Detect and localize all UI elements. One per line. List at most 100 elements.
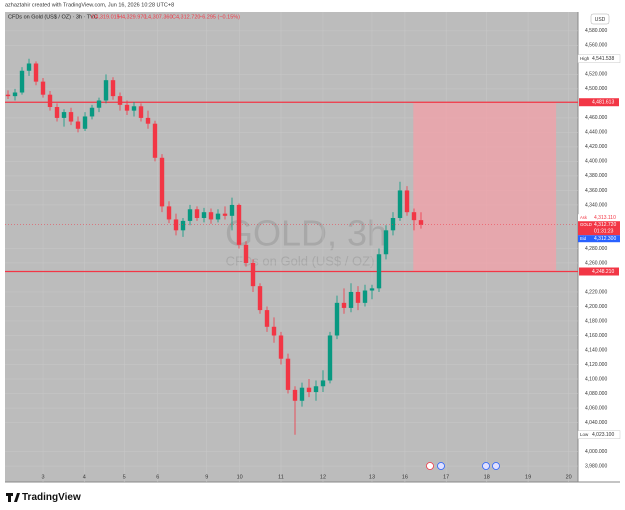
y-tick-label: 4,260.000 <box>585 260 607 266</box>
y-tick-label: 4,200.000 <box>585 304 607 310</box>
quote-label: 4,313.110 <box>594 215 616 221</box>
candle-body <box>369 288 375 291</box>
price-label: 4,481.613 <box>592 100 614 106</box>
candle-body <box>180 220 186 231</box>
candle-body <box>215 213 221 220</box>
x-tick-label: 17 <box>443 474 449 480</box>
candle-body <box>250 262 256 287</box>
candle-body <box>166 206 172 220</box>
quote-label: 4,312.300 <box>594 236 616 242</box>
legend-value: L4,307.360 <box>145 14 173 20</box>
x-tick-label: 20 <box>566 474 572 480</box>
quote-name: Ask <box>580 215 588 220</box>
marker-label: 4,541.538 <box>592 56 614 62</box>
x-tick-label: 18 <box>484 474 490 480</box>
candle-body <box>348 291 354 308</box>
candle-body <box>397 190 403 218</box>
logo: TradingView <box>6 492 81 503</box>
candle-body <box>187 209 193 221</box>
currency-box <box>590 13 610 25</box>
x-tick-label: 19 <box>525 474 531 480</box>
x-tick-label: 13 <box>369 474 375 480</box>
watermark-title: GOLD, 3h <box>225 213 387 254</box>
y-tick-label: 4,560.000 <box>585 43 607 49</box>
candle-body <box>96 100 102 108</box>
legend-symbol: CFDs on Gold (US$ / OZ) · 3h · TVC <box>8 14 98 20</box>
x-tick-label: 4 <box>83 474 86 480</box>
event-icons <box>426 462 500 470</box>
x-tick-label: 10 <box>237 474 243 480</box>
x-tick-label: 11 <box>278 474 284 480</box>
y-tick-label: 4,400.000 <box>585 159 607 165</box>
candle-body <box>110 80 116 97</box>
legend-value: H4,329.970 <box>118 14 146 20</box>
candle-body <box>47 94 53 108</box>
countdown: 01:31:23 <box>594 229 614 235</box>
marker-box <box>577 430 621 439</box>
candle-body <box>26 63 32 71</box>
y-tick-label: 4,060.000 <box>585 405 607 411</box>
x-tick-label: 16 <box>402 474 408 480</box>
candle-body <box>201 212 207 218</box>
candle-body <box>376 254 382 289</box>
candle-body <box>222 213 228 216</box>
y-tick-label: 4,140.000 <box>585 347 607 353</box>
y-tick-label: 4,220.000 <box>585 289 607 295</box>
header: azhaztahir created with TradingView.com,… <box>5 2 174 8</box>
currency: USD <box>595 17 606 23</box>
candle-body <box>89 107 95 117</box>
candle-body <box>68 112 74 122</box>
candle-body <box>257 286 263 311</box>
y-tick-label: 4,380.000 <box>585 173 607 179</box>
marker-box <box>577 54 621 63</box>
candle-body <box>264 310 270 327</box>
x-tick-label: 3 <box>41 474 44 480</box>
candle-body <box>411 212 417 221</box>
candle-body <box>117 96 123 105</box>
candle-body <box>404 190 410 213</box>
candle-body <box>362 290 368 303</box>
y-tick-label: 4,180.000 <box>585 318 607 324</box>
candle-body <box>40 81 46 95</box>
candle-body <box>103 80 109 101</box>
y-tick-label: 4,120.000 <box>585 362 607 368</box>
candle-body <box>82 116 88 129</box>
y-tick-label: 4,280.000 <box>585 246 607 252</box>
candle-body <box>285 358 291 390</box>
y-tick-label: 4,160.000 <box>585 333 607 339</box>
marker-name: Low <box>580 432 589 437</box>
x-tick-label: 6 <box>156 474 159 480</box>
quote-box <box>578 214 620 222</box>
candle-body <box>61 112 67 118</box>
event-icon <box>437 462 445 470</box>
legend-value: O4,319.015 <box>91 14 120 20</box>
y-tick-label: 4,360.000 <box>585 188 607 194</box>
marker-name: High <box>580 56 590 61</box>
candle-body <box>390 217 396 231</box>
price-label-box <box>579 98 619 107</box>
y-tick-label: 4,040.000 <box>585 420 607 426</box>
candle-body <box>243 244 249 263</box>
event-icon <box>482 462 490 470</box>
candle-body <box>327 335 333 381</box>
event-icon <box>492 462 500 470</box>
candle-body <box>54 107 60 118</box>
candle-body <box>299 387 305 401</box>
y-tick-label: 4,460.000 <box>585 115 607 121</box>
candle-body <box>313 386 319 393</box>
candle-body <box>292 389 298 401</box>
candle-body <box>306 387 312 393</box>
x-tick-label: 9 <box>205 474 208 480</box>
candle-body <box>159 157 165 207</box>
candle-body <box>145 117 151 124</box>
quote-box <box>578 221 620 236</box>
y-tick-label: 4,580.000 <box>585 28 607 34</box>
watermark-subtitle: CFDs on Gold (US$ / OZ) <box>226 253 375 268</box>
candle-body <box>208 212 214 220</box>
legend-value: C4,312.720 <box>172 14 200 20</box>
legend-value: −6.295 (−0.15%) <box>199 14 240 20</box>
candle-body <box>75 121 81 129</box>
y-tick-label: 4,440.000 <box>585 130 607 136</box>
candle-body <box>320 380 326 387</box>
